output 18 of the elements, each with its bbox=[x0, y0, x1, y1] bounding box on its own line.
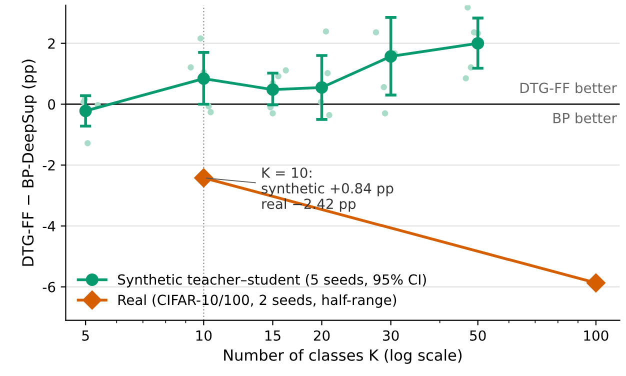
x-axis-title: Number of classes K (log scale) bbox=[224, 349, 462, 364]
legend-label: Real (CIFAR-10/100, 2 seeds, half-range) bbox=[118, 294, 396, 308]
y-tick-label: 2 bbox=[48, 38, 55, 49]
x-tick-label: 10 bbox=[196, 330, 212, 341]
y-tick-label: 0 bbox=[48, 99, 56, 110]
x-tick-label: 20 bbox=[314, 330, 330, 341]
x-tick-label: 5 bbox=[82, 330, 89, 341]
x-tick-label: 50 bbox=[470, 330, 486, 341]
x-tick-label: 100 bbox=[584, 330, 608, 341]
legend-label: Synthetic teacher–student (5 seeds, 95% CI) bbox=[118, 274, 426, 288]
annotation: BP better bbox=[554, 112, 617, 124]
x-tick-label: 30 bbox=[383, 330, 399, 341]
y-tick-label: -4 bbox=[42, 221, 56, 232]
annotation: DTG-FF better bbox=[520, 82, 617, 94]
y-tick-label: -2 bbox=[42, 160, 55, 170]
y-axis-title: DTG-FF − BP-DeepSup (pp) bbox=[22, 60, 37, 266]
y-tick-label: -6 bbox=[42, 282, 56, 292]
x-tick-label: 15 bbox=[265, 330, 280, 341]
